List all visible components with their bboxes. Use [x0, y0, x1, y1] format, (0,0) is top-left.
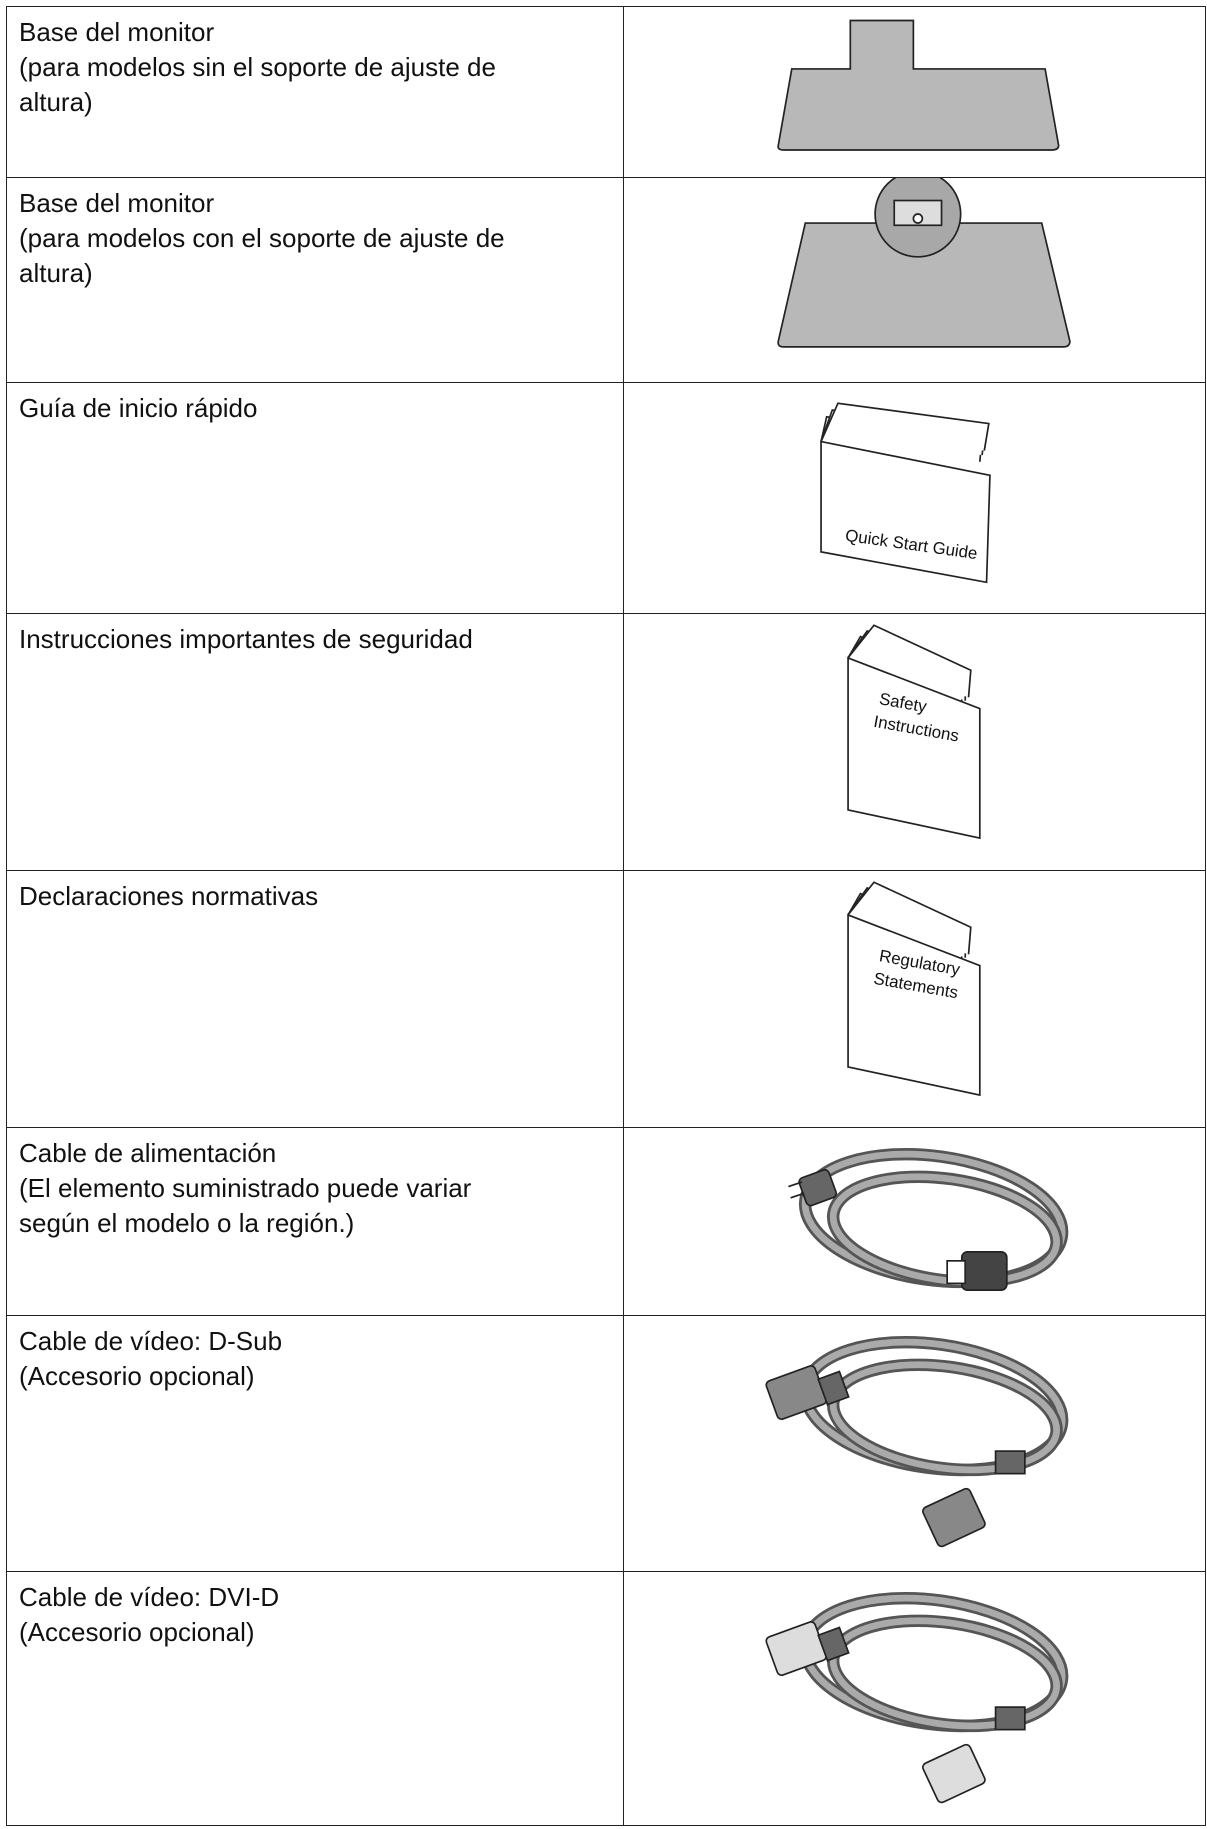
- image-cell: Safety Instructions: [623, 613, 1206, 871]
- item-table: Base del monitor (para modelos sin el sop…: [6, 6, 1206, 1826]
- description-line: Base del monitor: [19, 188, 215, 218]
- description-line: Cable de vídeo: DVI-D: [19, 1582, 280, 1612]
- illustration: [765, 1335, 1069, 1548]
- description-line: Declaraciones normativas: [19, 881, 319, 911]
- description-cell: Base del monitor (para modelos sin el sop…: [6, 6, 624, 178]
- row: Guía de inicio rápido Quick Start Guide: [6, 382, 1206, 614]
- description-line: (para modelos sin el soporte de ajuste d…: [19, 52, 496, 82]
- image-cell: [623, 1571, 1206, 1826]
- description-cell: Cable de vídeo: D-Sub (Accesorio opcional…: [6, 1315, 624, 1572]
- row: Cable de vídeo: DVI-D (Accesorio opcional…: [6, 1571, 1206, 1826]
- illustration: [765, 1591, 1069, 1804]
- description-line: (El elemento suministrado puede variar: [19, 1173, 472, 1203]
- row: Base del monitor (para modelos con el sop…: [6, 177, 1206, 383]
- description-line: (para modelos con el soporte de ajuste d…: [19, 223, 505, 253]
- image-cell: [623, 1127, 1206, 1316]
- description-line: Guía de inicio rápido: [19, 393, 258, 423]
- image-cell: [623, 1315, 1206, 1572]
- image-cell: [623, 6, 1206, 178]
- row: Cable de vídeo: D-Sub (Accesorio opcional…: [6, 1315, 1206, 1572]
- image-cell: Quick Start Guide: [623, 382, 1206, 614]
- description-cell: Cable de vídeo: DVI-D (Accesorio opcional…: [6, 1571, 624, 1826]
- description-line: altura): [19, 87, 93, 117]
- description-cell: Base del monitor (para modelos con el sop…: [6, 177, 624, 383]
- description-line: según el modelo o la región.): [19, 1208, 355, 1238]
- row: Cable de alimentación (El elemento sumini…: [6, 1127, 1206, 1316]
- image-cell: [623, 177, 1206, 383]
- description-line: Instrucciones importantes de seguridad: [19, 624, 473, 654]
- row: Base del monitor (para modelos sin el sop…: [6, 6, 1206, 178]
- illustration: [788, 1147, 1069, 1291]
- illustration: Quick Start Guide: [820, 402, 991, 584]
- description-line: altura): [19, 258, 93, 288]
- description-line: Cable de alimentación: [19, 1138, 277, 1168]
- row: Instrucciones importantes de seguridad S…: [6, 613, 1206, 871]
- description-cell: Declaraciones normativas: [6, 870, 624, 1128]
- description-cell: Instrucciones importantes de seguridad: [6, 613, 624, 871]
- description-line: Base del monitor: [19, 17, 215, 47]
- row: Declaraciones normativas Regulatory State…: [6, 870, 1206, 1128]
- description-line: (Accesorio opcional): [19, 1617, 255, 1647]
- description-line: (Accesorio opcional): [19, 1361, 255, 1391]
- illustration: [777, 19, 1060, 151]
- illustration: [777, 178, 1071, 348]
- image-cell: Regulatory Statements: [623, 870, 1206, 1128]
- description-cell: Guía de inicio rápido: [6, 382, 624, 614]
- description-cell: Cable de alimentación (El elemento sumini…: [6, 1127, 624, 1316]
- description-line: Cable de vídeo: D-Sub: [19, 1326, 283, 1356]
